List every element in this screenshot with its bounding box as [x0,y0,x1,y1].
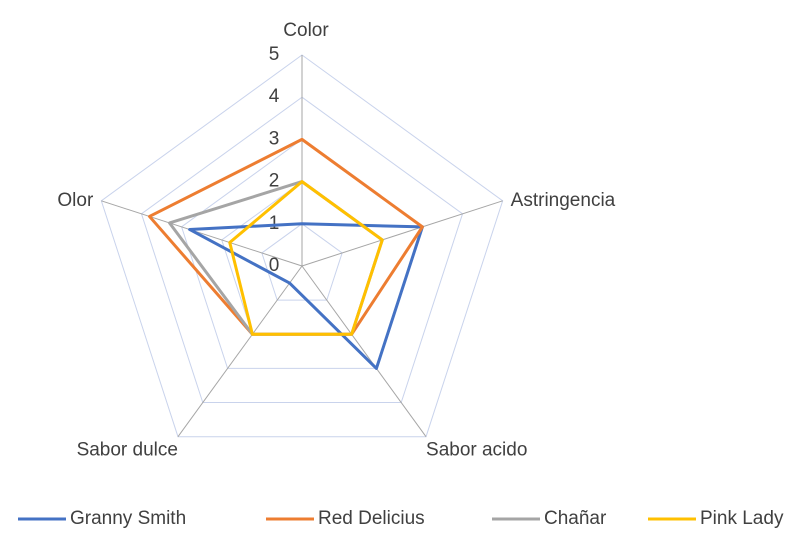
grid-ring [261,223,343,301]
category-label: Olor [57,190,94,211]
series-line [228,180,384,336]
legend-label: Chañar [544,508,607,529]
grid-ring [140,96,464,404]
tick-label: 2 [269,171,280,192]
tick-label: 1 [269,213,280,234]
axis-spoke [301,200,503,267]
category-label: Sabor dulce [77,440,178,461]
legend-label: Pink Lady [700,508,784,529]
legend-label: Red Delicius [318,508,425,529]
axis-spoke [177,265,303,437]
axis-spoke [301,265,427,437]
category-label: Color [283,20,329,41]
category-label: Sabor acido [426,440,527,461]
grid-ring [100,54,504,438]
category-label: Astringencia [511,190,616,211]
tick-label: 4 [269,86,280,107]
series-line [147,137,424,336]
tick-label: 0 [269,255,280,276]
tick-label: 3 [269,128,280,149]
tick-label: 5 [269,44,280,65]
series-line [188,222,424,370]
legend-label: Granny Smith [70,508,186,529]
axis-spoke [101,200,303,267]
